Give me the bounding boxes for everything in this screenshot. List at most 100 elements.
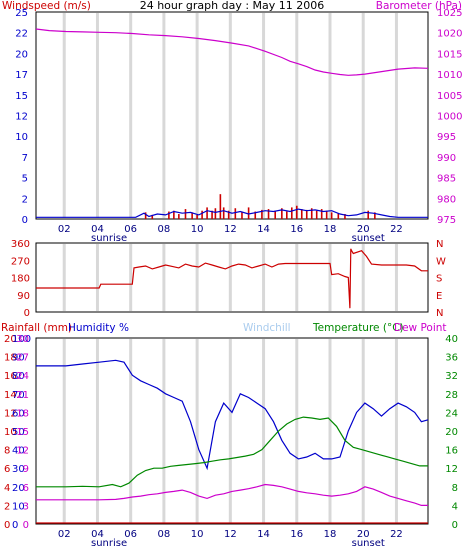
windspeed-tick-label: 12 bbox=[15, 112, 28, 123]
windspeed-tick-label: 2 bbox=[22, 194, 28, 205]
temperature-left-tick-label: 24 bbox=[16, 371, 29, 382]
direction-tick-label: 90 bbox=[17, 291, 30, 302]
compass-tick-label: W bbox=[436, 256, 446, 267]
windspeed-tick-label: 10 bbox=[15, 132, 28, 143]
humidity-tick-label: 60 bbox=[12, 408, 25, 419]
temperature-left-tick-label: 27 bbox=[16, 353, 29, 364]
temperature-right-tick-label: 8 bbox=[452, 483, 458, 494]
humidity-panel-xtick-label: 12 bbox=[224, 529, 237, 540]
humidity-axis-title: Humidity % bbox=[68, 322, 129, 334]
humidity-panel-xtick-label: 14 bbox=[257, 529, 270, 540]
humidity-tick-label: 80 bbox=[12, 371, 25, 382]
humidity-panel-xtick-label: 04 bbox=[91, 529, 104, 540]
wind-panel-xtick-label: 08 bbox=[158, 224, 171, 235]
wind-panel-xtick-label: 12 bbox=[224, 224, 237, 235]
humidity-tick-label: 100 bbox=[12, 334, 31, 345]
temperature-right-tick-label: 16 bbox=[445, 446, 458, 457]
direction-tick-label: 270 bbox=[11, 256, 30, 267]
rainfall-tick-label: 12 bbox=[4, 408, 17, 419]
temperature-right-tick-label: 40 bbox=[445, 334, 458, 345]
direction-panel-frame bbox=[35, 242, 429, 313]
temperature-right-tick-label: 0 bbox=[452, 520, 458, 531]
barometer-axis-title: Barometer (hPa) bbox=[376, 0, 462, 12]
rainfall-tick-label: 8 bbox=[4, 446, 10, 457]
humidity-tick-label: 10 bbox=[12, 501, 25, 512]
humidity-panel-xtick-label: 20 bbox=[357, 529, 370, 540]
wind-panel-sunrise-label: sunrise bbox=[91, 233, 127, 244]
windspeed-axis-title: Windspeed (m/s) bbox=[2, 0, 91, 12]
humidity-tick-label: 30 bbox=[12, 464, 25, 475]
humidity-panel-xtick-label: 02 bbox=[58, 529, 71, 540]
barometer-tick-label: 975 bbox=[437, 215, 456, 226]
windspeed-average-line bbox=[36, 208, 428, 218]
barometer-tick-label: 985 bbox=[437, 174, 456, 185]
temperature-left-tick-label: 15 bbox=[16, 427, 29, 438]
compass-tick-label: N bbox=[436, 239, 443, 250]
barometer-tick-label: 1020 bbox=[437, 29, 462, 40]
barometer-tick-label: 990 bbox=[437, 153, 456, 164]
barometer-tick-label: 1025 bbox=[437, 8, 462, 19]
windspeed-tick-label: 22 bbox=[15, 29, 28, 40]
barometer-tick-label: 1010 bbox=[437, 70, 462, 81]
temperature-left-tick-label: 30 bbox=[16, 334, 29, 345]
humidity-panel-xtick-label: 18 bbox=[324, 529, 337, 540]
wind-panel-xtick-label: 20 bbox=[357, 224, 370, 235]
humidity-panel-xtick-label: 22 bbox=[390, 529, 403, 540]
chart-title: 24 hour graph day : May 11 2006 bbox=[140, 0, 325, 12]
barometer-tick-label: 980 bbox=[437, 194, 456, 205]
temperature-right-tick-label: 28 bbox=[445, 390, 458, 401]
temperature-right-tick-label: 32 bbox=[445, 371, 458, 382]
humidity-tick-label: 40 bbox=[12, 446, 25, 457]
rainfall-tick-label: 18 bbox=[4, 353, 17, 364]
wind-panel-xtick-label: 10 bbox=[191, 224, 204, 235]
windspeed-tick-label: 25 bbox=[15, 8, 28, 19]
humidity-panel-xtick-label: 10 bbox=[191, 529, 204, 540]
temperature-left-tick-label: 18 bbox=[16, 408, 29, 419]
wind-panel-xtick-label: 04 bbox=[91, 224, 104, 235]
humidity-tick-label: 50 bbox=[12, 427, 25, 438]
humidity-panel-frame bbox=[35, 337, 429, 525]
rainfall-tick-label: 14 bbox=[4, 390, 17, 401]
humidity-panel-xtick-label: 08 bbox=[158, 529, 171, 540]
rainfall-tick-label: 4 bbox=[4, 483, 10, 494]
barometer-tick-label: 995 bbox=[437, 132, 456, 143]
temperature-left-tick-label: 21 bbox=[16, 390, 29, 401]
temperature-left-tick-label: 6 bbox=[23, 483, 29, 494]
wind-panel-sunset-label: sunset bbox=[352, 233, 385, 244]
wind-direction-line bbox=[36, 248, 428, 309]
temperature-right-tick-label: 4 bbox=[452, 501, 458, 512]
rainfall-tick-label: 0 bbox=[4, 520, 10, 531]
humidity-tick-label: 70 bbox=[12, 390, 25, 401]
rainfall-tick-label: 6 bbox=[4, 464, 10, 475]
rainfall-tick-label: 16 bbox=[4, 371, 17, 382]
barometer-tick-label: 1000 bbox=[437, 112, 462, 123]
temperature-left-tick-label: 0 bbox=[23, 520, 29, 531]
wind-panel-xtick-label: 14 bbox=[257, 224, 270, 235]
windspeed-tick-label: 0 bbox=[22, 215, 28, 226]
humidity-panel-sunrise-label: sunrise bbox=[91, 538, 127, 549]
humidity-panel-xtick-label: 06 bbox=[124, 529, 137, 540]
wind-panel-xtick-label: 22 bbox=[390, 224, 403, 235]
dewpoint-line bbox=[36, 483, 428, 506]
windchill-axis-title: Windchill bbox=[243, 322, 291, 334]
rainfall-axis-title: Rainfall (mm) bbox=[1, 322, 72, 334]
temperature-left-tick-label: 3 bbox=[23, 501, 29, 512]
compass-tick-label: N bbox=[436, 308, 443, 319]
barometer-line bbox=[35, 28, 429, 76]
rainfall-tick-label: 20 bbox=[4, 334, 17, 345]
temperature-left-tick-label: 12 bbox=[16, 446, 29, 457]
panel-humidity-temperature: Rainfall (mm)Humidity % Windchill Temperat… bbox=[1, 322, 458, 549]
wind-panel-xtick-label: 18 bbox=[324, 224, 337, 235]
dewpoint-axis-title: Dew Point bbox=[394, 322, 447, 334]
temperature-left-tick-label: 9 bbox=[23, 464, 29, 475]
compass-tick-label: S bbox=[436, 274, 442, 285]
direction-tick-label: 0 bbox=[24, 308, 30, 319]
temperature-right-tick-label: 20 bbox=[445, 427, 458, 438]
windspeed-tick-label: 15 bbox=[15, 91, 28, 102]
humidity-tick-label: 90 bbox=[12, 353, 25, 364]
windspeed-tick-label: 5 bbox=[22, 174, 28, 185]
rainfall-tick-label: 2 bbox=[4, 501, 10, 512]
windspeed-tick-label: 17 bbox=[15, 70, 28, 81]
